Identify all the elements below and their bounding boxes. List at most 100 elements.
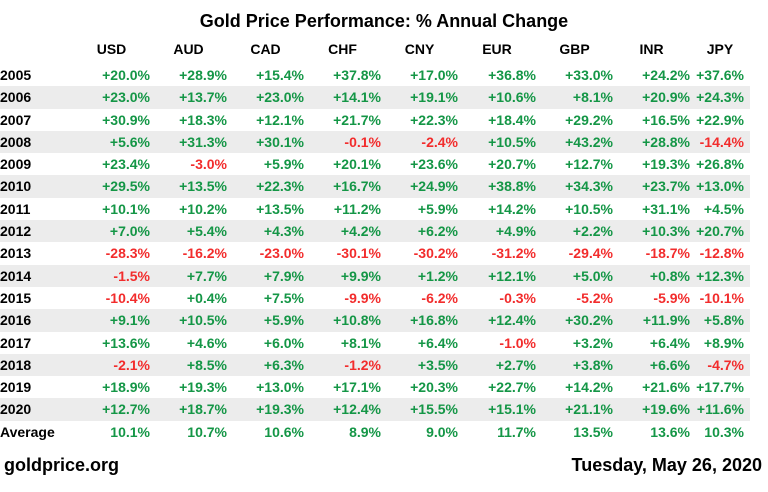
row-label: 2007 xyxy=(0,111,32,128)
value-cell: +23.0% xyxy=(256,89,304,106)
value-cell: +16.8% xyxy=(410,312,458,329)
value-cell: -30.2% xyxy=(413,245,458,262)
row-label: 2016 xyxy=(0,312,32,329)
value-cell: +7.7% xyxy=(186,267,227,284)
value-cell: +30.1% xyxy=(256,133,304,150)
value-cell: +11.2% xyxy=(333,200,381,217)
value-cell: -4.7% xyxy=(707,356,744,373)
value-cell: +8.1% xyxy=(572,89,613,106)
value-cell: -12.8% xyxy=(699,245,744,262)
value-cell: +5.9% xyxy=(263,156,304,173)
value-cell: +20.1% xyxy=(333,156,381,173)
value-cell: +5.6% xyxy=(109,133,150,150)
value-cell: +10.6% xyxy=(488,89,536,106)
value-cell: +4.9% xyxy=(495,223,536,240)
value-cell: +37.6% xyxy=(696,67,744,83)
row-label: Average xyxy=(0,423,55,440)
value-cell: +21.1% xyxy=(565,401,613,418)
value-cell: +15.5% xyxy=(410,401,458,418)
value-cell: +12.7% xyxy=(102,401,150,418)
value-cell: +22.3% xyxy=(256,178,304,195)
value-cell: +22.9% xyxy=(696,111,744,128)
row-label: 2020 xyxy=(0,401,32,418)
value-cell: +9.1% xyxy=(109,312,150,329)
value-cell: +15.1% xyxy=(488,401,536,418)
value-cell: -31.2% xyxy=(491,245,536,262)
value-cell: +5.9% xyxy=(417,200,458,217)
value-cell: -1.5% xyxy=(113,267,150,284)
value-cell: +13.0% xyxy=(696,178,744,195)
value-cell: -30.1% xyxy=(336,245,381,262)
row-label: 2014 xyxy=(0,267,32,284)
value-cell: +5.8% xyxy=(703,312,744,329)
value-cell: 10.6% xyxy=(264,423,304,440)
value-cell: -5.9% xyxy=(653,289,690,306)
footer: goldprice.org Tuesday, May 26, 2020 xyxy=(0,455,768,476)
value-cell: +26.8% xyxy=(696,156,744,173)
value-cell: 10.1% xyxy=(110,423,150,440)
value-cell: +30.2% xyxy=(565,312,613,329)
value-cell: +2.7% xyxy=(495,356,536,373)
value-cell: +12.1% xyxy=(488,267,536,284)
value-cell: +23.7% xyxy=(642,178,690,195)
value-cell: +18.4% xyxy=(488,111,536,128)
table-row: 2010 +29.5% +13.5% +22.3% +16.7% +24.9% +38.8%… xyxy=(0,175,750,198)
value-cell: 8.9% xyxy=(349,423,381,440)
source-label: goldprice.org xyxy=(4,455,120,476)
value-cell: +20.7% xyxy=(488,156,536,173)
value-cell: -5.2% xyxy=(576,289,613,306)
value-cell: +19.3% xyxy=(256,401,304,418)
value-cell: -16.2% xyxy=(182,245,227,262)
column-header-cad: CAD xyxy=(250,41,281,57)
value-cell: +5.9% xyxy=(263,312,304,329)
table-row: 2013 -28.3% -16.2% -23.0% -30.1% -30.2% -31.2%… xyxy=(0,242,750,264)
table-row: 2015 -10.4% +0.4% +7.5% -9.9% -6.2% -0.3% -5.2%… xyxy=(0,287,750,309)
table-row: 2008 +5.6% +31.3% +30.1% -0.1% -2.4% +10.5% +43… xyxy=(0,130,750,154)
table-row: 2019 +18.9% +19.3% +13.0% +17.1% +20.3% +22.7%… xyxy=(0,376,750,398)
column-header-inr: INR xyxy=(639,41,664,57)
value-cell: +8.1% xyxy=(340,334,381,351)
value-cell: +8.9% xyxy=(703,334,744,351)
value-cell: +6.6% xyxy=(649,356,690,373)
value-cell: +14.1% xyxy=(333,89,381,106)
value-cell: +12.4% xyxy=(488,312,536,329)
value-cell: +36.8% xyxy=(488,67,536,83)
value-cell: +12.3% xyxy=(696,267,744,284)
value-cell: +22.3% xyxy=(410,111,458,128)
column-header-jpy: JPY xyxy=(706,41,734,57)
value-cell: +10.1% xyxy=(102,200,150,217)
value-cell: +31.1% xyxy=(642,200,690,217)
value-cell: +29.2% xyxy=(565,111,613,128)
value-cell: +15.4% xyxy=(256,67,304,83)
value-cell: -28.3% xyxy=(105,245,150,262)
table-body: 2005 +20.0% +28.9% +15.4% +37.8% +17.0% +36.8%… xyxy=(0,64,750,443)
value-cell: +4.6% xyxy=(186,334,227,351)
value-cell: +10.5% xyxy=(565,200,613,217)
column-header-eur: EUR xyxy=(482,41,512,57)
value-cell: +7.0% xyxy=(109,223,150,240)
table-row: Average 10.1% 10.7% 10.6% 8.9% 9.0% 11.7% 13.5%… xyxy=(0,421,750,443)
value-cell: -6.2% xyxy=(421,289,458,306)
value-cell: +29.5% xyxy=(102,178,150,195)
row-label: 2006 xyxy=(0,89,32,106)
value-cell: +10.3% xyxy=(642,223,690,240)
value-cell: +7.9% xyxy=(263,267,304,284)
table-row: 2009 +23.4% -3.0% +5.9% +20.1% +23.6% +20.7% +1… xyxy=(0,153,750,175)
row-label: 2018 xyxy=(0,356,32,373)
value-cell: +18.9% xyxy=(102,379,150,396)
value-cell: 10.3% xyxy=(704,423,744,440)
table-row: 2005 +20.0% +28.9% +15.4% +37.8% +17.0% +36.8%… xyxy=(0,64,750,86)
table-row: 2017 +13.6% +4.6% +6.0% +8.1% +6.4% -1.0% +3.2%… xyxy=(0,332,750,354)
value-cell: +6.0% xyxy=(263,334,304,351)
column-header-usd: USD xyxy=(96,41,127,57)
value-cell: +23.4% xyxy=(102,156,150,173)
value-cell: +11.6% xyxy=(696,401,744,418)
value-cell: +14.2% xyxy=(488,200,536,217)
value-cell: -14.4% xyxy=(699,133,744,150)
value-cell: -18.7% xyxy=(645,245,690,262)
row-label: 2019 xyxy=(0,379,32,396)
value-cell: -2.4% xyxy=(421,133,458,150)
value-cell: +21.6% xyxy=(642,379,690,396)
value-cell: +17.1% xyxy=(333,379,381,396)
value-cell: +3.5% xyxy=(417,356,458,373)
